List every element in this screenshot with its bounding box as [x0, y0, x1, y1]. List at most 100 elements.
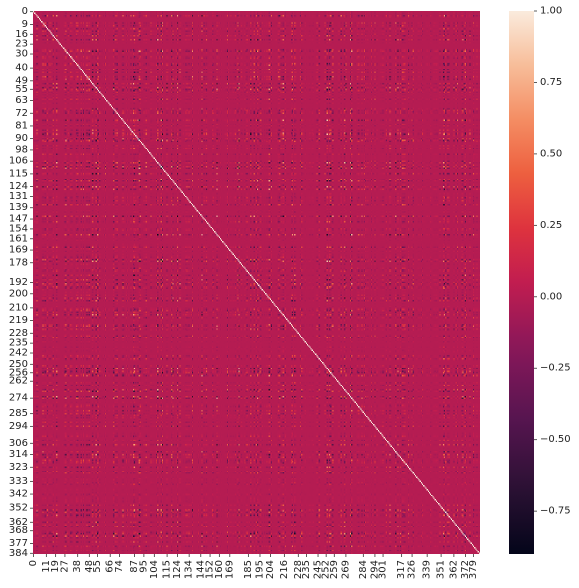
row-tick-label: 384: [9, 548, 28, 559]
row-tick-label: 228: [9, 328, 28, 339]
col-tick-label: 87: [129, 560, 140, 573]
col-tick-label: 269: [340, 560, 351, 579]
row-tick-label: 377: [9, 538, 28, 549]
row-tick-label: 200: [9, 288, 28, 299]
col-tick-label: 11: [41, 560, 52, 573]
heatmap-matrix: [33, 11, 480, 554]
row-tick-label: 147: [9, 214, 28, 225]
row-tick-label: 23: [15, 39, 28, 50]
row-tick-label: 262: [9, 376, 28, 387]
row-tick-label: 362: [9, 517, 28, 528]
row-tick-label: 131: [9, 191, 28, 202]
colorbar-tick-label: 0.75: [540, 77, 562, 88]
row-tick-label: 55: [15, 84, 28, 95]
col-tick-label: 55: [92, 560, 103, 573]
row-tick-label: 256: [9, 367, 28, 378]
colorbar-tick-label: 0.00: [540, 291, 562, 302]
row-tick-label: 368: [9, 525, 28, 536]
col-tick-label: 169: [224, 560, 235, 579]
row-tick-label: 323: [9, 462, 28, 473]
row-tick-label: 274: [9, 393, 28, 404]
row-tick-label: 242: [9, 348, 28, 359]
row-tick-label: 16: [15, 29, 28, 40]
row-tick-label: 115: [9, 168, 28, 179]
row-tick-label: 352: [9, 503, 28, 514]
row-tick-label: 250: [9, 359, 28, 370]
col-tick-label: 284: [358, 560, 369, 579]
col-tick-label: 66: [105, 560, 116, 573]
col-tick-label: 362: [448, 560, 459, 579]
row-tick-label: 9: [22, 19, 28, 30]
col-tick-label: 252: [321, 560, 332, 579]
row-tick-label: 72: [15, 108, 28, 119]
col-tick-label: 326: [407, 560, 418, 579]
row-tick-label: 178: [9, 257, 28, 268]
colorbar-tick-label: 0.50: [540, 148, 562, 159]
col-tick-label: 104: [149, 560, 160, 579]
col-tick-label: 351: [436, 560, 447, 579]
row-tick-label: 106: [9, 156, 28, 167]
col-tick-label: 185: [243, 560, 254, 579]
col-tick-label: 259: [329, 560, 340, 579]
colorbar-tick-label: 0.25: [540, 220, 562, 231]
row-tick-label: 63: [15, 95, 28, 106]
col-tick-label: 294: [369, 560, 380, 579]
col-tick-label: 204: [265, 560, 276, 579]
col-tick-label: 317: [396, 560, 407, 579]
row-tick-label: 333: [9, 476, 28, 487]
col-tick-label: 372: [460, 560, 471, 579]
colorbar-tick-label: −0.50: [540, 434, 571, 445]
col-tick-label: 27: [59, 560, 70, 573]
colorbar: [509, 11, 534, 554]
col-tick-label: 38: [72, 560, 83, 573]
row-tick-label: 342: [9, 489, 28, 500]
col-tick-label: 301: [378, 560, 389, 579]
col-tick-label: 48: [84, 560, 95, 573]
col-tick-label: 124: [172, 560, 183, 579]
col-tick-label: 245: [313, 560, 324, 579]
row-tick-label: 154: [9, 223, 28, 234]
col-tick-label: 152: [205, 560, 216, 579]
row-tick-label: 219: [9, 315, 28, 326]
colorbar-tick-labels: 1.00 0.75 0.50 0.25 0.00 −0.25 −0.50 −0.75: [534, 6, 571, 517]
col-tick-label: 19: [50, 560, 61, 573]
row-tick-label: 49: [15, 75, 28, 86]
col-tick-label: 339: [422, 560, 433, 579]
col-tick-label: 115: [162, 560, 173, 579]
row-tick-label: 169: [9, 245, 28, 256]
col-tick-label: 134: [184, 560, 195, 579]
row-tick-label: 192: [9, 277, 28, 288]
row-tick-label: 139: [9, 202, 28, 213]
row-tick-label: 285: [9, 408, 28, 419]
row-tick-label: 81: [15, 120, 28, 131]
row-tick-label: 294: [9, 421, 28, 432]
colorbar-tick-label: −0.75: [540, 506, 571, 517]
row-tick-label: 161: [9, 233, 28, 244]
col-tick-label: 144: [195, 560, 206, 579]
colorbar-tick-label: 1.00: [540, 6, 562, 17]
col-tick-label: 228: [293, 560, 304, 579]
row-tick-label: 90: [15, 133, 28, 144]
colorbar-tick-label: −0.25: [540, 363, 571, 374]
col-tick-label: 379: [468, 560, 479, 579]
col-tick-label: 160: [214, 560, 225, 579]
heatmap-cells: [33, 11, 480, 554]
row-tick-label: 235: [9, 338, 28, 349]
row-tick-label: 98: [15, 144, 28, 155]
row-tick-label: 314: [9, 449, 28, 460]
col-tick-label: 95: [138, 560, 149, 573]
col-tick-label: 235: [301, 560, 312, 579]
col-tick-label: 216: [279, 560, 290, 579]
row-tick-label: 210: [9, 302, 28, 313]
col-tick-label: 0: [28, 560, 39, 566]
row-tick-label: 306: [9, 438, 28, 449]
col-tick-label: 195: [254, 560, 265, 579]
col-tick-label: 74: [114, 560, 125, 573]
row-tick-label: 0: [22, 6, 28, 17]
row-tick-label: 124: [9, 181, 28, 192]
row-tick-label: 40: [15, 63, 28, 74]
row-tick-labels: 0916233040495563728190981061151241311391…: [9, 6, 33, 559]
row-tick-label: 30: [15, 49, 28, 60]
